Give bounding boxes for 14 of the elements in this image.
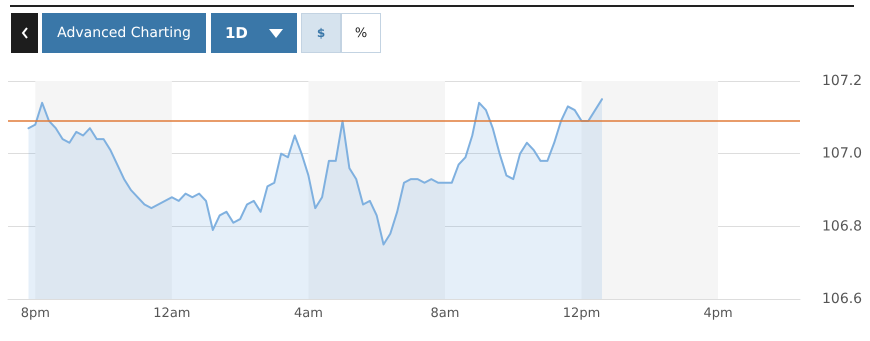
- dollar-toggle: $: [301, 13, 341, 53]
- y-tick-label: 107.2: [822, 73, 862, 89]
- y-tick-label: 106.8: [822, 218, 862, 234]
- x-tick-label: 12pm: [562, 306, 600, 321]
- x-tick-label: 12am: [153, 306, 190, 321]
- percent-toggle: %: [341, 13, 381, 53]
- x-tick-label: 8pm: [20, 306, 50, 321]
- x-tick-label: 4pm: [703, 306, 733, 321]
- advanced-charting-button: Advanced Charting: [42, 13, 206, 53]
- y-tick-label: 106.6: [822, 291, 862, 307]
- range-dropdown: 1D: [211, 13, 297, 53]
- x-tick-label: 4am: [294, 306, 323, 321]
- x-tick-label: 8am: [430, 306, 460, 321]
- y-tick-label: 107.0: [822, 146, 862, 162]
